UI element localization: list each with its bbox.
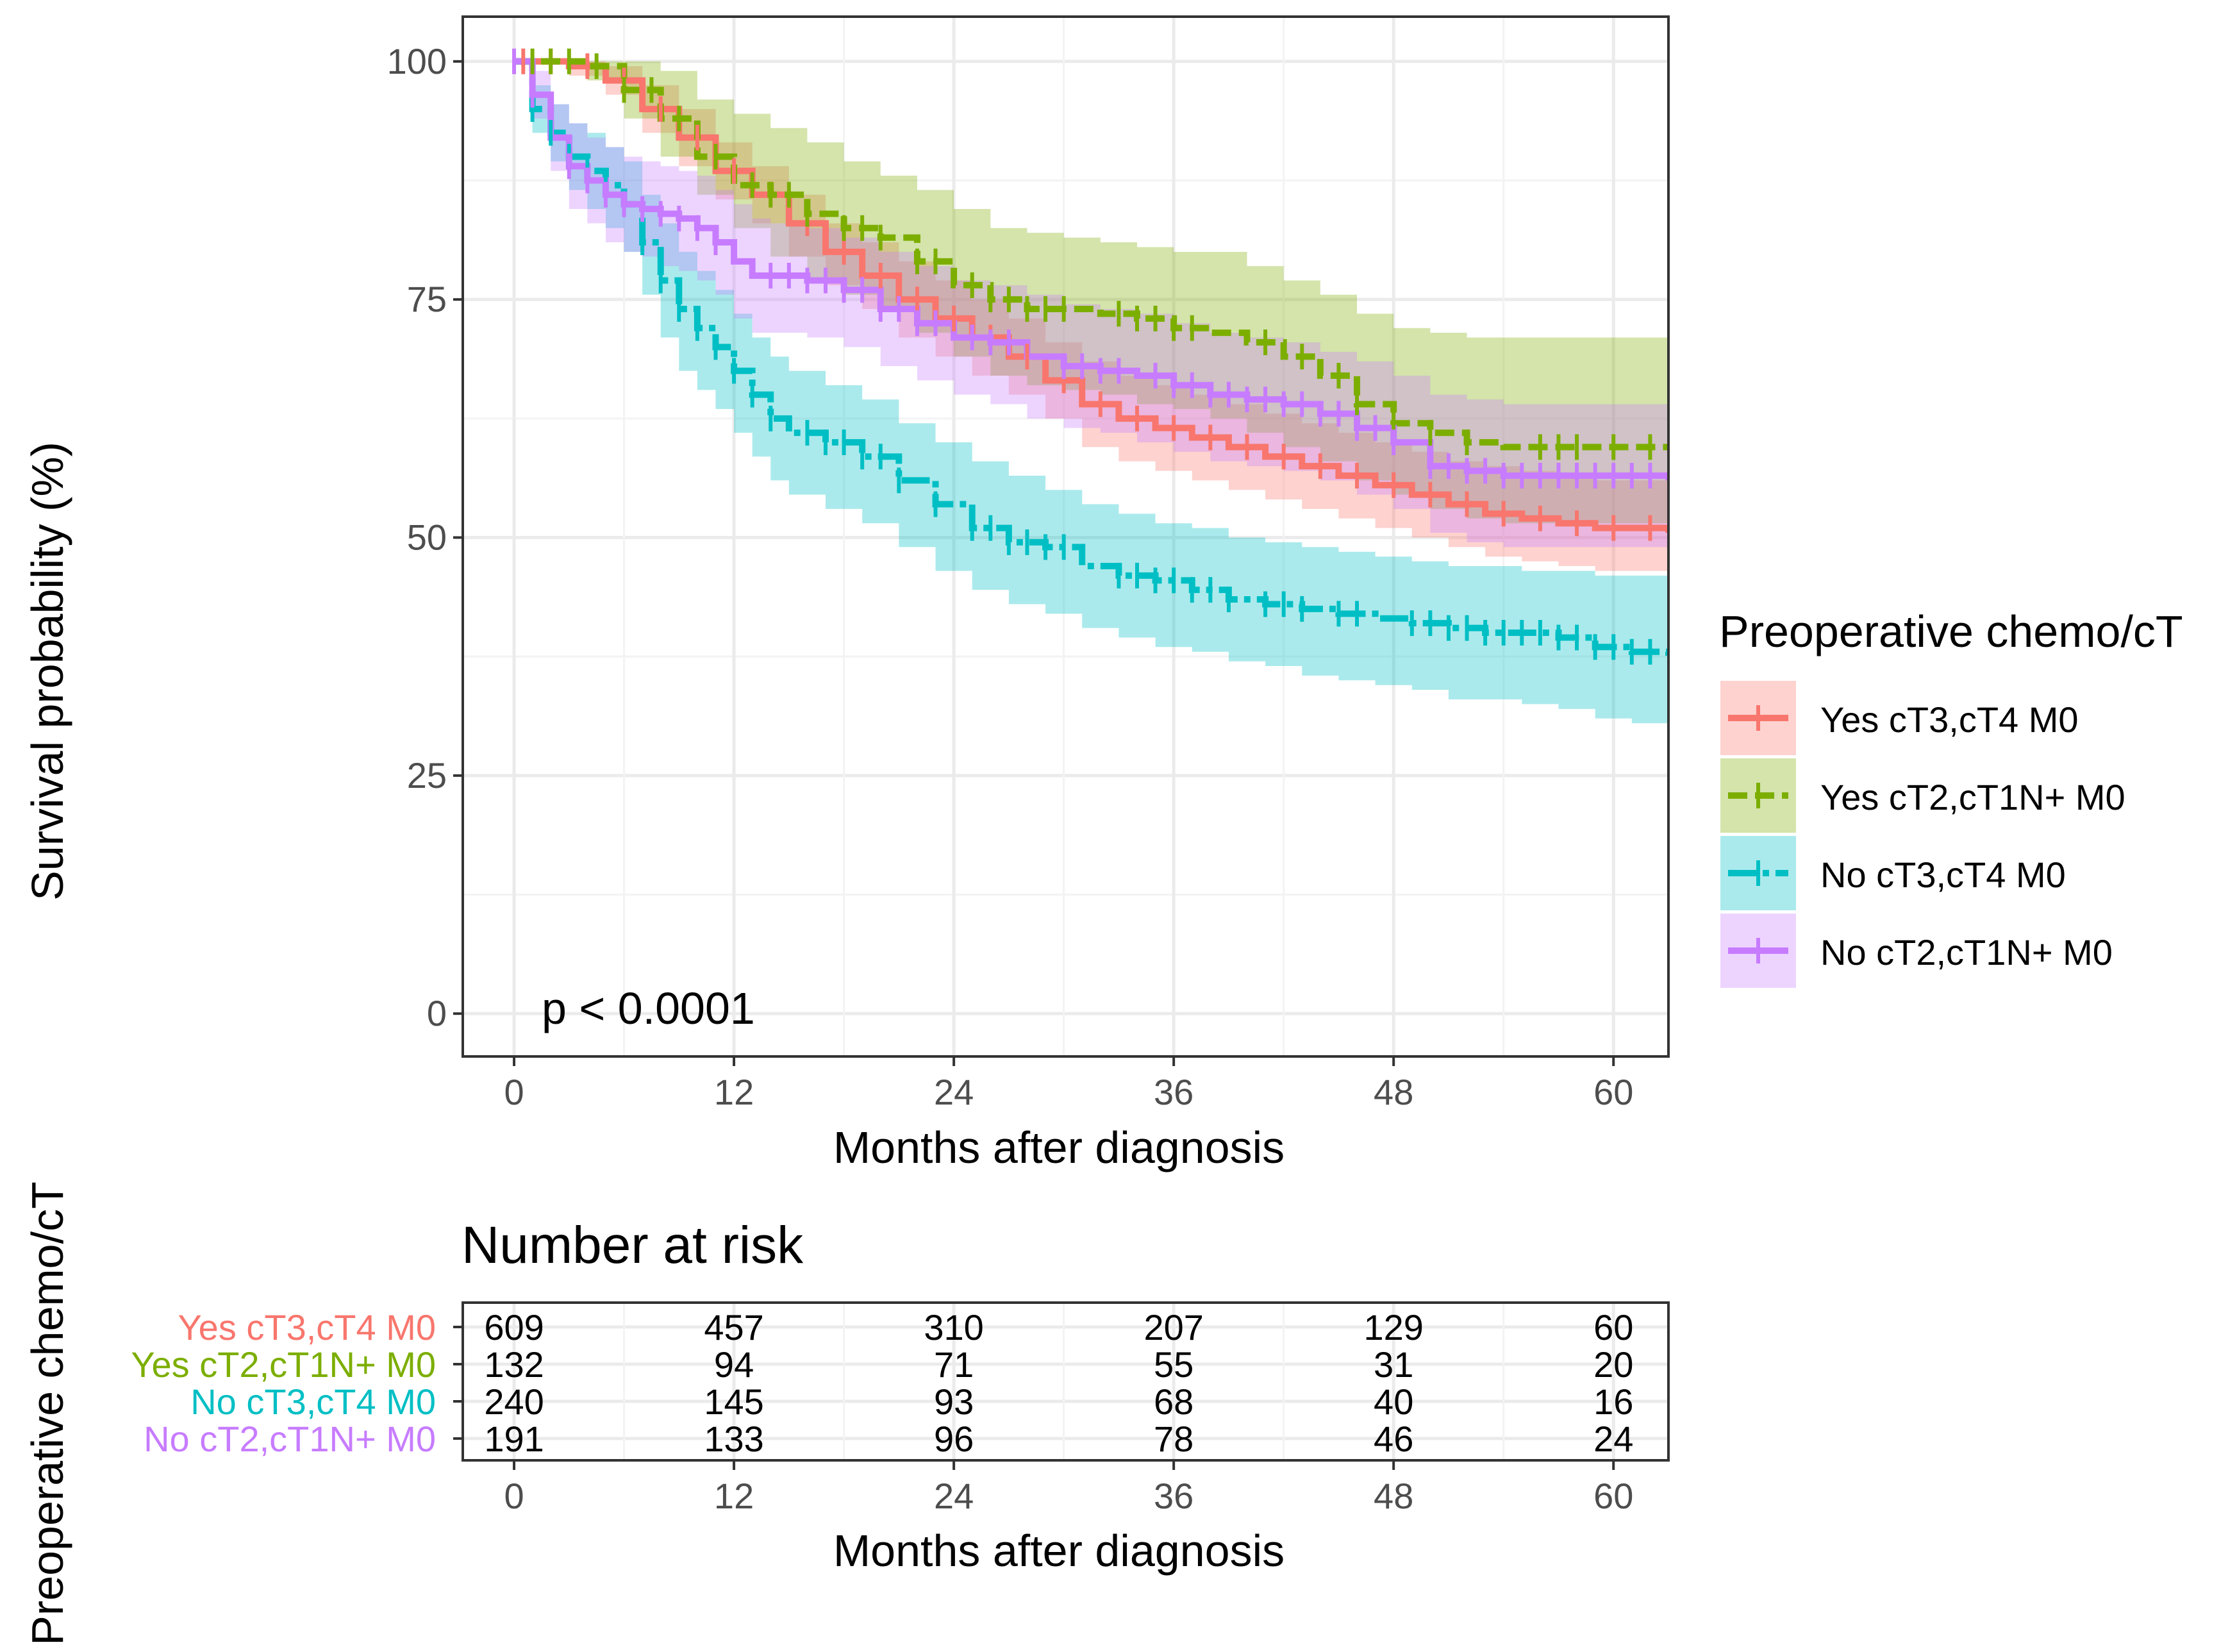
risk-count: 24 [1593, 1419, 1633, 1459]
legend-item: No cT3,cT4 M0 [1720, 836, 2066, 910]
risk-count: 96 [934, 1419, 974, 1459]
x-tick-label: 60 [1593, 1072, 1633, 1112]
risk-count: 133 [704, 1419, 763, 1459]
x-tick-label: 0 [504, 1072, 524, 1112]
x-tick-label: 12 [714, 1072, 754, 1112]
risk-count: 609 [484, 1307, 544, 1347]
censor-marks [512, 48, 1652, 665]
legend-item: Yes cT2,cT1N+ M0 [1720, 758, 2125, 833]
risk-count: 145 [704, 1381, 763, 1422]
ci-band-series-2 [514, 61, 1668, 524]
risk-count: 191 [484, 1419, 544, 1459]
y-tick-label: 25 [407, 755, 447, 796]
risk-count: 457 [704, 1307, 763, 1347]
risk-table-x-title: Months after diagnosis [833, 1526, 1285, 1576]
risk-table-title: Number at risk [462, 1216, 804, 1274]
legend-title: Preoperative chemo/cT [1719, 606, 2183, 656]
legend-label: No cT2,cT1N+ M0 [1820, 932, 2113, 972]
y-tick-label: 50 [407, 517, 447, 557]
risk-table-y-title: Preoperative chemo/cT [22, 1181, 72, 1646]
risk-count: 93 [934, 1381, 974, 1422]
ci-band-series-1 [514, 61, 1668, 576]
risk-count: 78 [1154, 1419, 1193, 1459]
risk-count: 31 [1374, 1344, 1413, 1385]
x-tick-label: 36 [1154, 1072, 1193, 1112]
risk-x-tick-label: 48 [1374, 1476, 1413, 1516]
risk-count: 55 [1154, 1344, 1193, 1385]
legend: Preoperative chemo/cT Yes cT3,cT4 M0 Yes … [1719, 606, 2183, 988]
risk-x-tick-label: 24 [934, 1476, 974, 1516]
x-axis-title: Months after diagnosis [833, 1122, 1285, 1172]
survival-plot-panel: 0 25 50 75 100 0 12 24 36 48 60 p < 0.0001 Months… [22, 15, 1670, 1172]
risk-row-label: Yes cT2,cT1N+ M0 [131, 1344, 436, 1385]
risk-table-grid [463, 1303, 1668, 1460]
risk-x-tick-label: 0 [504, 1476, 524, 1516]
risk-table-values: 609 457 310 207 129 60 132 94 71 55 31 20 240 145 93 68… [484, 1307, 1633, 1459]
risk-x-tick-label: 36 [1154, 1476, 1193, 1516]
legend-label: No cT3,cT4 M0 [1820, 855, 2066, 895]
x-axis: 0 12 24 36 48 60 [504, 1056, 1633, 1112]
risk-count: 46 [1374, 1419, 1413, 1459]
legend-label: Yes cT2,cT1N+ M0 [1820, 777, 2125, 817]
risk-count: 68 [1154, 1381, 1193, 1422]
ci-band-series-3 [514, 61, 1668, 724]
risk-x-tick-label: 12 [714, 1476, 754, 1516]
risk-count: 71 [934, 1344, 974, 1385]
legend-item: Yes cT3,cT4 M0 [1720, 681, 2079, 755]
risk-count: 129 [1363, 1307, 1423, 1347]
risk-row-label: No cT3,cT4 M0 [190, 1381, 436, 1422]
p-value-label: p < 0.0001 [542, 983, 755, 1033]
risk-count: 40 [1374, 1381, 1413, 1422]
risk-table-x-axis: 0 12 24 36 48 60 [504, 1460, 1633, 1516]
risk-row-label: Yes cT3,cT4 M0 [178, 1307, 436, 1347]
risk-count: 240 [484, 1381, 544, 1422]
risk-count: 16 [1593, 1381, 1633, 1422]
x-tick-label: 48 [1374, 1072, 1413, 1112]
risk-count: 132 [484, 1344, 544, 1385]
legend-label: Yes cT3,cT4 M0 [1820, 699, 2079, 740]
risk-count: 310 [924, 1307, 983, 1347]
risk-x-tick-label: 60 [1593, 1476, 1633, 1516]
risk-count: 20 [1593, 1344, 1633, 1385]
risk-row-label: No cT2,cT1N+ M0 [144, 1419, 436, 1459]
y-tick-label: 100 [387, 41, 447, 81]
y-tick-label: 0 [427, 993, 447, 1033]
legend-item: No cT2,cT1N+ M0 [1720, 914, 2113, 988]
y-tick-label: 75 [407, 279, 447, 319]
x-tick-label: 24 [934, 1072, 974, 1112]
y-axis: 0 25 50 75 100 [387, 41, 463, 1033]
y-axis-title: Survival probability (%) [22, 442, 72, 901]
risk-count: 94 [714, 1344, 754, 1385]
risk-count: 207 [1143, 1307, 1203, 1347]
risk-count: 60 [1593, 1307, 1633, 1347]
risk-table-border [462, 1301, 1670, 1462]
